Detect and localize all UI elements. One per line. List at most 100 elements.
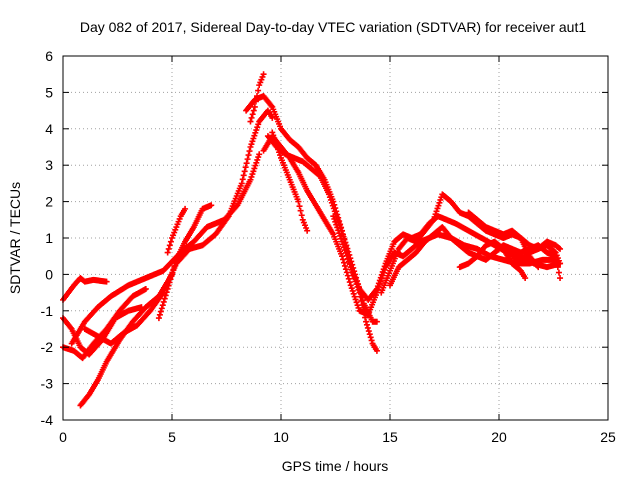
data-point [273, 140, 280, 147]
data-point [345, 275, 352, 282]
data-point [182, 205, 189, 212]
data-point [378, 275, 385, 282]
y-tick-labels: -4 -3 -2 -1 0 1 2 3 4 5 6 [41, 48, 54, 428]
data-point [169, 269, 176, 276]
data-point [360, 306, 367, 313]
data-point [555, 269, 562, 276]
data-point [350, 272, 357, 279]
x-tick-label: 0 [59, 429, 67, 445]
data-point [432, 211, 439, 218]
data-point [248, 173, 255, 180]
data-point [351, 275, 358, 282]
data-point [255, 87, 262, 94]
y-tick-label: -2 [41, 339, 54, 355]
data-point [337, 232, 344, 239]
data-point [275, 146, 282, 153]
y-tick-label: 5 [45, 84, 53, 100]
data-point [256, 151, 263, 158]
data-point [166, 242, 173, 249]
data-point [298, 212, 305, 219]
data-point [326, 194, 333, 201]
data-point [352, 296, 359, 303]
data-point [340, 256, 347, 263]
data-point [376, 281, 383, 288]
data-point [167, 276, 174, 283]
data-point [296, 203, 303, 210]
series-track-13 [269, 129, 311, 234]
data-point [159, 302, 166, 309]
data-point [164, 249, 171, 256]
series-track-17 [456, 238, 529, 282]
data-point [431, 213, 438, 220]
data-point [329, 202, 336, 209]
data-point [557, 245, 564, 252]
data-point [435, 202, 442, 209]
data-point [254, 156, 261, 163]
data-point [355, 304, 362, 311]
data-point [255, 154, 262, 161]
data-point [249, 138, 256, 145]
data-point [362, 314, 369, 321]
x-axis-label: GPS time / hours [282, 458, 389, 474]
data-point [247, 176, 254, 183]
y-axis-label: SDTVAR / TECUs [7, 182, 23, 294]
data-point [557, 260, 564, 267]
data-point [157, 308, 164, 315]
series-track-6 [81, 107, 276, 347]
data-point [253, 159, 260, 166]
data-point [359, 302, 366, 309]
data-point [170, 266, 177, 273]
data-point [240, 172, 247, 179]
data-point [363, 321, 370, 328]
data-point [364, 324, 371, 331]
data-point [165, 245, 172, 252]
series-track-19 [509, 238, 564, 263]
y-tick-label: 4 [45, 121, 53, 137]
data-point [340, 244, 347, 251]
data-point [103, 278, 110, 285]
data-point [357, 293, 364, 300]
data-point [555, 245, 562, 252]
data-point [366, 331, 373, 338]
data-point [244, 156, 251, 163]
data-point [340, 241, 347, 248]
data-point [333, 221, 340, 228]
data-point [373, 347, 380, 354]
data-point [168, 273, 175, 280]
data-point [348, 285, 355, 292]
data-point [368, 337, 375, 344]
data-point [349, 287, 356, 294]
series-track-8 [164, 205, 189, 256]
data-point [363, 318, 370, 325]
data-point [347, 282, 354, 289]
data-point [332, 218, 339, 225]
data-point [356, 289, 363, 296]
data-point [325, 191, 332, 198]
data-point [553, 258, 560, 265]
data-point [343, 269, 350, 276]
data-point [354, 283, 361, 290]
y-tick-label: 1 [45, 230, 53, 246]
data-point [365, 328, 372, 335]
data-point [161, 295, 168, 302]
data-point [269, 129, 276, 136]
data-point [241, 168, 248, 175]
data-point [348, 266, 355, 273]
data-point [522, 275, 529, 282]
data-point [433, 208, 440, 215]
data-point [243, 160, 250, 167]
data-point [557, 275, 564, 282]
data-point [260, 71, 267, 78]
data-point [250, 168, 257, 175]
data-point [341, 247, 348, 254]
data-point [172, 260, 179, 267]
data-point [430, 216, 437, 223]
data-point [346, 261, 353, 268]
data-point [338, 235, 345, 242]
y-tick-label: 3 [45, 157, 53, 173]
data-point [276, 149, 283, 156]
data-point [251, 132, 258, 139]
series-track-14 [330, 213, 380, 354]
data-point [377, 278, 384, 285]
data-point [163, 289, 170, 296]
